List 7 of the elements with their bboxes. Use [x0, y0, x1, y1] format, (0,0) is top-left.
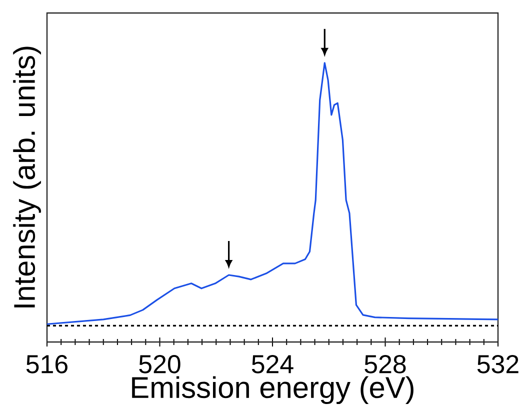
x-axis-title: Emission energy (eV): [132, 376, 414, 404]
y-axis-title: Intensity (arb. units): [13, 46, 41, 308]
x-tick-label: 520: [139, 355, 180, 374]
x-tick-label: 524: [252, 355, 294, 374]
x-tick-label: 528: [364, 355, 406, 374]
x-tick-label: 516: [26, 355, 68, 374]
x-tick-label: 532: [477, 355, 518, 374]
